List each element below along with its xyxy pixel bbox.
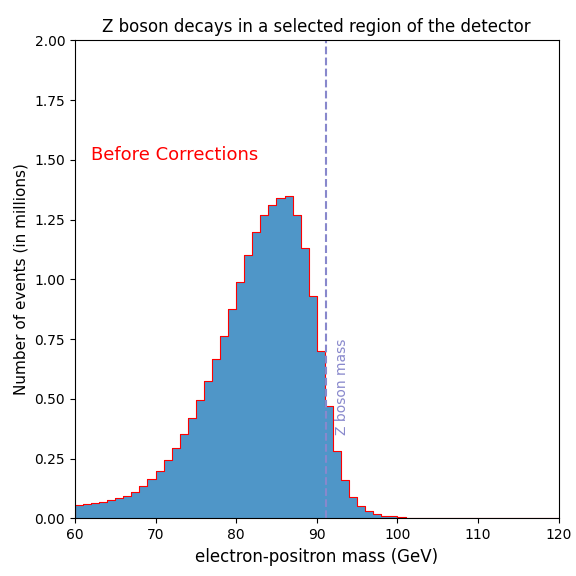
Title: Z boson decays in a selected region of the detector: Z boson decays in a selected region of t…	[103, 18, 531, 36]
X-axis label: electron-positron mass (GeV): electron-positron mass (GeV)	[195, 548, 438, 566]
Text: Before Corrections: Before Corrections	[91, 146, 258, 164]
Y-axis label: Number of events (in millions): Number of events (in millions)	[14, 164, 29, 395]
Text: Z boson mass: Z boson mass	[335, 339, 348, 435]
